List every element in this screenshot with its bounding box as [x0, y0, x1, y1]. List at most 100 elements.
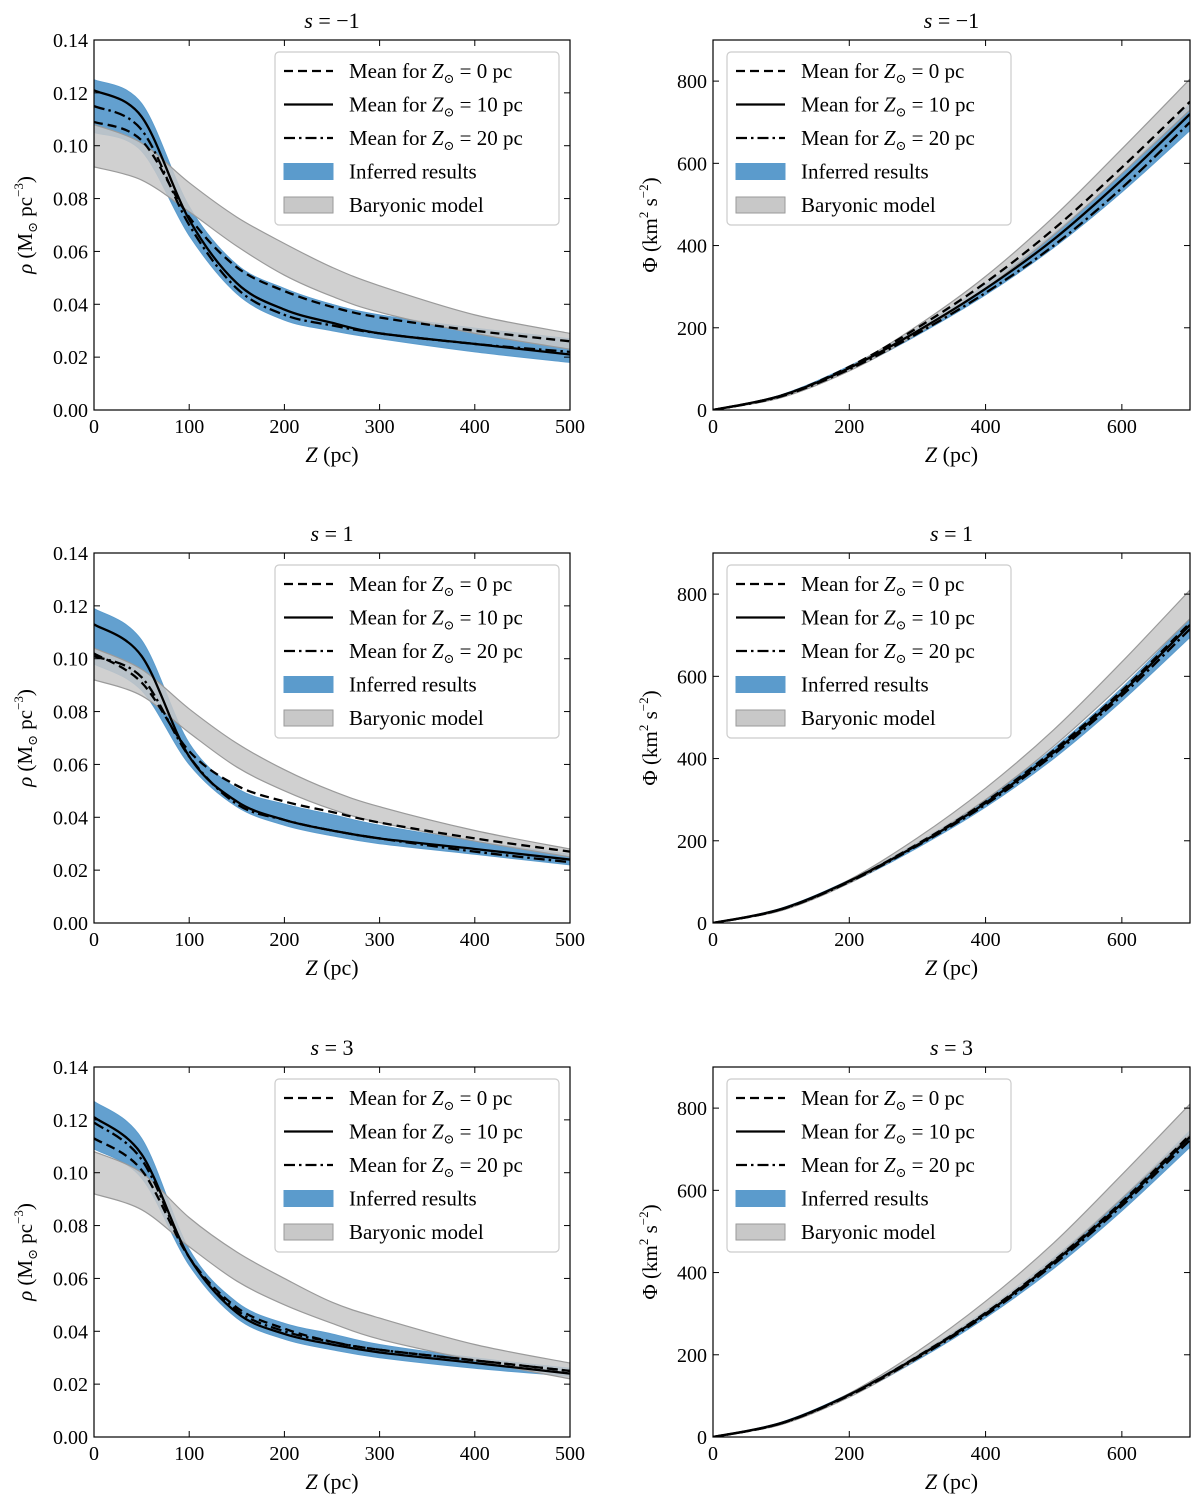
y-tick-label: 0.10 — [53, 136, 88, 158]
x-tick-label: 500 — [555, 416, 585, 438]
plot-area — [94, 1100, 570, 1380]
y-tick-label: 600 — [677, 153, 707, 175]
legend-label: Mean for Z⊙ = 20 pc — [801, 639, 975, 666]
y-tick-label: 0.02 — [53, 347, 88, 369]
baryonic-band — [94, 1150, 570, 1380]
axes-frame — [712, 39, 1191, 411]
legend-label: Inferred results — [801, 1187, 929, 1211]
panels: s = −1 0 100 200 300 400 500 0.00 0.02 0.04 0.06 0.… — [11, 8, 1191, 1494]
y-tick-label: 0.04 — [53, 294, 88, 316]
y-tick-label: 400 — [677, 1263, 707, 1285]
series-line-dashed — [713, 100, 1190, 410]
y-tick-label: 200 — [677, 318, 707, 340]
series-line-dashdot — [713, 628, 1190, 923]
legend-label: Mean for Z⊙ = 20 pc — [349, 1153, 523, 1180]
legend-label: Mean for Z⊙ = 10 pc — [801, 606, 975, 633]
legend-label: Baryonic model — [801, 706, 936, 730]
legend-swatch-baryonic — [735, 196, 786, 214]
y-tick-label: 0.06 — [53, 241, 88, 263]
x-tick-label: 400 — [460, 416, 490, 438]
panel-phi-s1: s = 1 0 200 400 600 0 200 400 600 800 Z (pc) Φ (km2… — [636, 521, 1191, 980]
y-tick-label: 0.02 — [53, 860, 88, 882]
y-tick-label: 600 — [677, 666, 707, 688]
y-tick-label: 0.06 — [53, 1268, 88, 1290]
series-line-dashdot — [713, 1139, 1190, 1437]
baryonic-band — [94, 647, 570, 858]
y-tick-label: 0 — [697, 400, 707, 422]
legend-box — [274, 564, 560, 739]
y-tick-label: 0.12 — [53, 1110, 88, 1132]
legend-label: Mean for Z⊙ = 10 pc — [349, 93, 523, 120]
legend: Mean for Z⊙ = 0 pc Mean for Z⊙ = 10 pc Mea… — [726, 1078, 1012, 1253]
baryonic-band — [94, 123, 570, 350]
y-tick-label: 0 — [697, 1427, 707, 1449]
y-tick-label: 0.08 — [53, 1216, 88, 1238]
x-tick-label: 300 — [365, 416, 395, 438]
x-axis-label: Z (pc) — [305, 1469, 358, 1494]
legend-label: Inferred results — [801, 673, 929, 697]
panel-phi-s3: s = 3 0 200 400 600 0 200 400 600 800 Z (pc) Φ (km2… — [636, 1035, 1191, 1494]
y-axis-label: ρ (M⊙ pc−3) — [11, 176, 40, 275]
y-tick-label: 0.14 — [53, 1057, 88, 1079]
legend: Mean for Z⊙ = 0 pc Mean for Z⊙ = 10 pc Mea… — [274, 51, 560, 226]
y-tick-label: 800 — [677, 584, 707, 606]
panel-title: s = −1 — [304, 8, 359, 33]
legend-swatch-inferred — [283, 163, 334, 180]
panel-rho-s-1: s = −1 0 100 200 300 400 500 0.00 0.02 0.04 0.06 0.… — [11, 8, 585, 467]
y-tick-label: 400 — [677, 236, 707, 258]
x-tick-label: 0 — [89, 1443, 99, 1465]
legend-label: Inferred results — [349, 673, 477, 697]
y-tick-label: 0.00 — [53, 400, 88, 422]
x-axis-label: Z (pc) — [925, 442, 978, 467]
legend-box — [726, 564, 1012, 739]
y-tick-label: 0.00 — [53, 913, 88, 935]
legend-swatch-baryonic — [283, 196, 334, 214]
x-tick-label: 500 — [555, 1443, 585, 1465]
legend-label: Mean for Z⊙ = 0 pc — [349, 1086, 512, 1113]
x-axis-label: Z (pc) — [925, 1469, 978, 1494]
plot-area — [94, 79, 570, 363]
series-line-dashdot — [94, 1121, 570, 1373]
plot-area — [713, 78, 1190, 410]
legend-label: Baryonic model — [349, 193, 484, 217]
x-tick-label: 400 — [971, 929, 1001, 951]
legend-label: Baryonic model — [801, 1220, 936, 1244]
x-tick-label: 400 — [460, 1443, 490, 1465]
legend-swatch-inferred — [735, 1190, 786, 1207]
y-tick-label: 0 — [697, 913, 707, 935]
legend-label: Inferred results — [349, 1187, 477, 1211]
legend-swatch-inferred — [735, 676, 786, 693]
x-tick-label: 200 — [834, 929, 864, 951]
series-line-dashdot — [713, 121, 1190, 410]
x-tick-label: 200 — [269, 416, 299, 438]
y-tick-label: 0.14 — [53, 30, 88, 52]
x-axis-label: Z (pc) — [305, 955, 358, 980]
plot-area — [713, 1103, 1190, 1437]
y-tick-label: 0.04 — [53, 1321, 88, 1343]
legend-label: Mean for Z⊙ = 20 pc — [801, 1153, 975, 1180]
x-tick-label: 200 — [834, 1443, 864, 1465]
x-tick-label: 0 — [89, 416, 99, 438]
y-tick-label: 400 — [677, 749, 707, 771]
x-tick-label: 300 — [365, 1443, 395, 1465]
x-tick-label: 300 — [365, 929, 395, 951]
axes-frame — [93, 1066, 571, 1438]
y-tick-label: 0.10 — [53, 1163, 88, 1185]
legend-swatch-baryonic — [283, 1223, 334, 1241]
panel-title: s = 3 — [930, 1035, 973, 1060]
x-tick-label: 600 — [1107, 416, 1137, 438]
y-tick-label: 200 — [677, 1345, 707, 1367]
y-tick-label: 0.06 — [53, 754, 88, 776]
panel-title: s = −1 — [924, 8, 979, 33]
y-tick-label: 800 — [677, 71, 707, 93]
x-tick-label: 0 — [708, 929, 718, 951]
legend-label: Mean for Z⊙ = 20 pc — [349, 639, 523, 666]
y-tick-label: 0.10 — [53, 649, 88, 671]
panel-title: s = 1 — [930, 521, 973, 546]
legend-label: Baryonic model — [801, 193, 936, 217]
series-line-dashdot — [94, 105, 570, 354]
panel-title: s = 1 — [311, 521, 354, 546]
plot-area — [713, 589, 1190, 923]
legend-box — [274, 51, 560, 226]
